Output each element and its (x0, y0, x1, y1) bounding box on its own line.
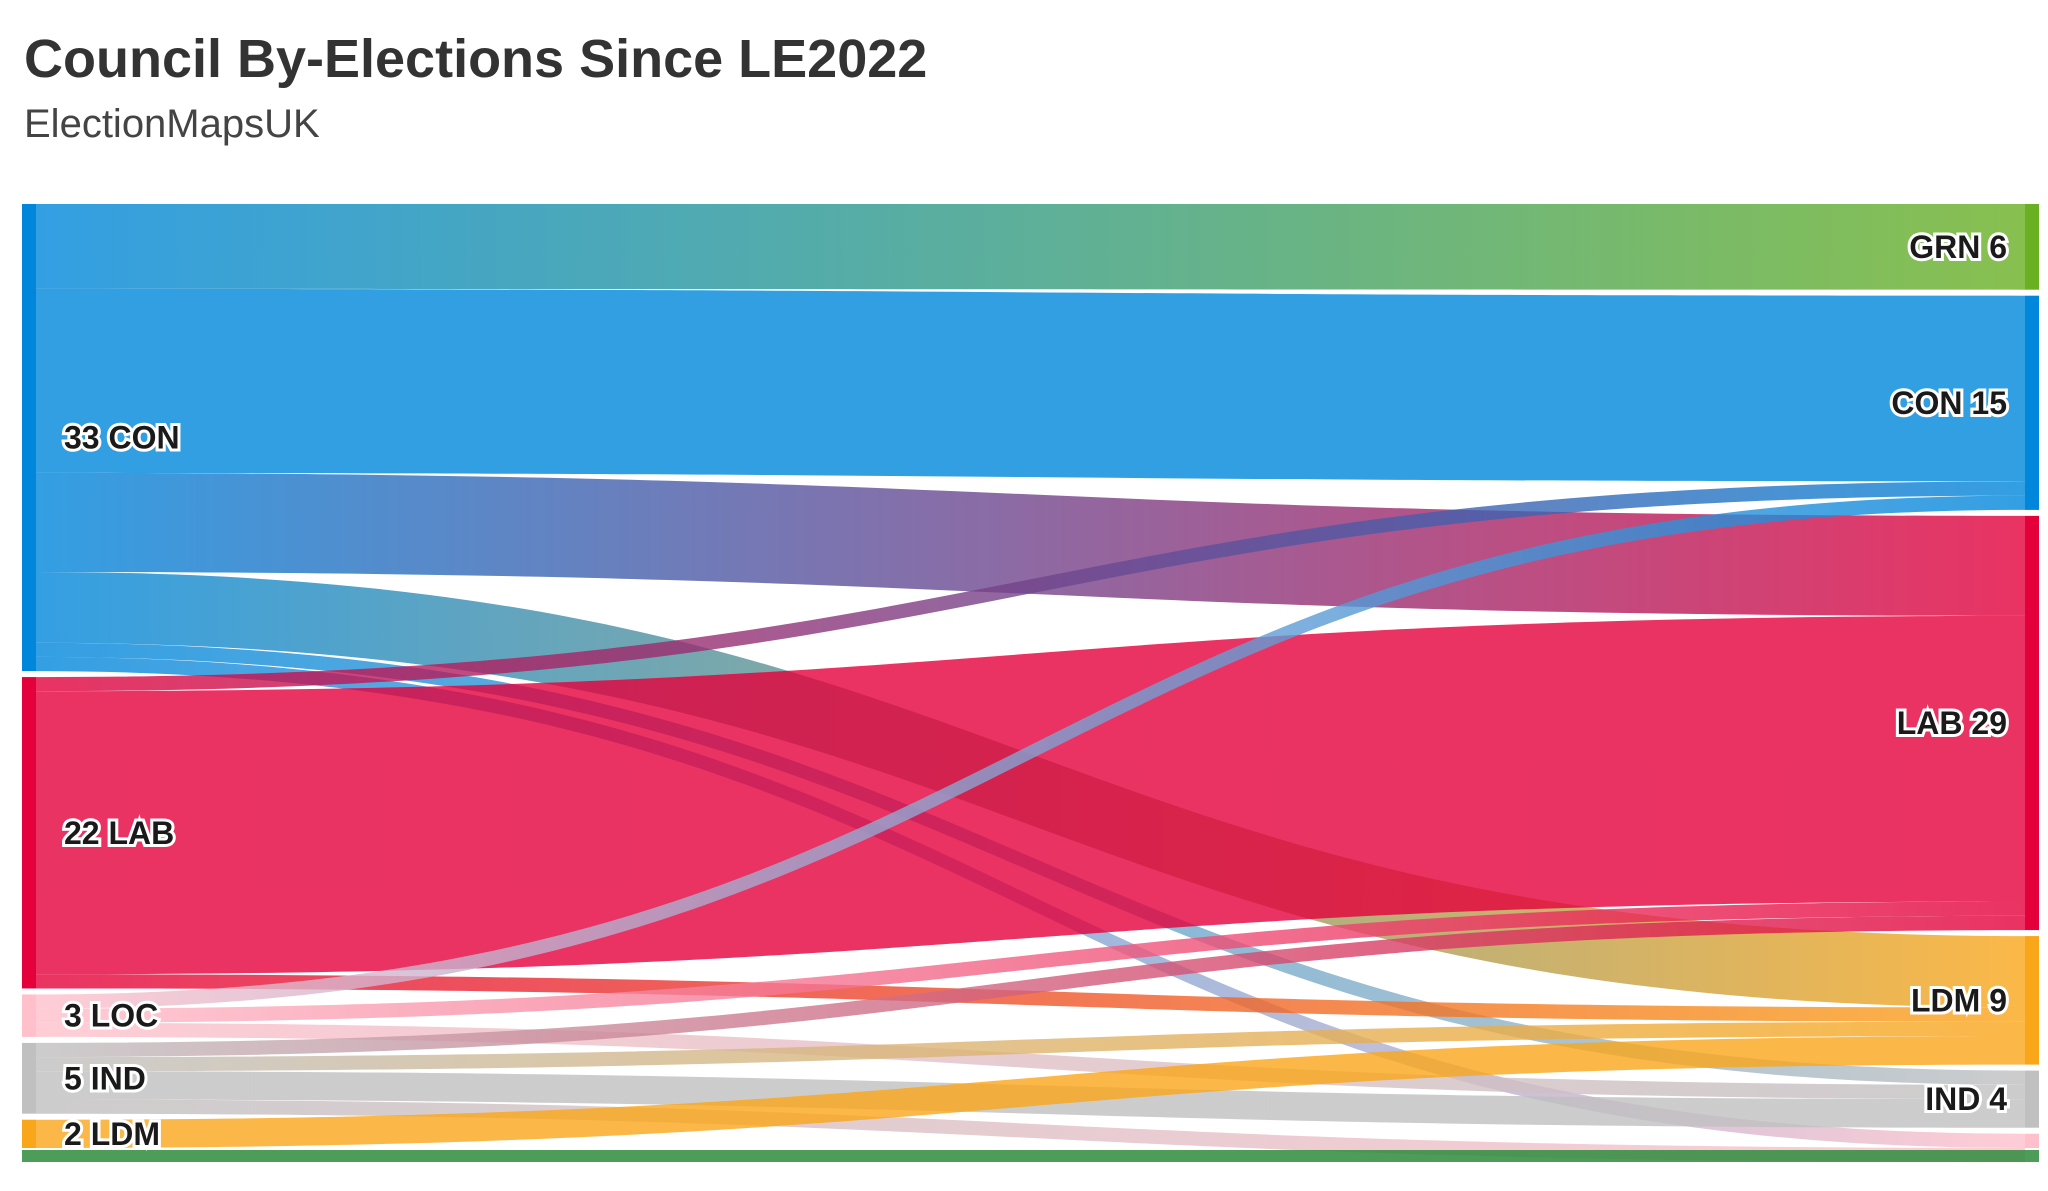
flow-ind-to-lab (36, 915, 2025, 1058)
left-node-grn (22, 1150, 2039, 1162)
flow-lab-to-lab (36, 615, 2025, 975)
flow-ind-to-ldm (36, 1021, 2025, 1072)
left-node-ldm (22, 1119, 36, 1148)
flow-loc-to-con (36, 495, 2025, 1009)
flow-con-to-lab (36, 472, 2025, 616)
left-label-loc: 3 LOC (64, 998, 158, 1034)
right-node-loc (2025, 1133, 2039, 1148)
left-label-ind: 5 IND (64, 1060, 146, 1096)
chart-title: Council By-Elections Since LE2022 (24, 29, 928, 89)
right-label-ind: IND 4 (1925, 1081, 2007, 1117)
flow-con-to-grn (36, 204, 2025, 290)
flow-con-to-con (36, 288, 2025, 482)
left-label-ldm: 2 LDM (64, 1116, 160, 1152)
right-node-ldm (2025, 936, 2039, 1065)
left-node-con (22, 204, 36, 672)
flow-lab-to-con (36, 481, 2025, 692)
flow-loc-to-lab (36, 901, 2025, 1023)
left-label-con: 33 CON (64, 420, 180, 456)
flow-ldm-to-ldm (36, 1036, 2025, 1148)
right-node-grn (2025, 204, 2039, 290)
right-label-con: CON 15 (1891, 385, 2007, 421)
right-node-ind (2025, 1070, 2039, 1128)
right-label-lab: LAB 29 (1897, 705, 2007, 741)
left-label-lab: 22 LAB (64, 815, 174, 851)
right-node-lab (2025, 515, 2039, 931)
chart-subtitle: ElectionMapsUK (24, 102, 320, 146)
right-label-ldm: LDM 9 (1911, 982, 2007, 1018)
flow-lab-to-ldm (36, 974, 2025, 1022)
right-label-grn: GRN 6 (1909, 229, 2007, 265)
left-node-loc (22, 994, 36, 1037)
left-node-ind (22, 1042, 36, 1114)
right-node-con (2025, 295, 2039, 510)
left-node-lab (22, 677, 36, 989)
